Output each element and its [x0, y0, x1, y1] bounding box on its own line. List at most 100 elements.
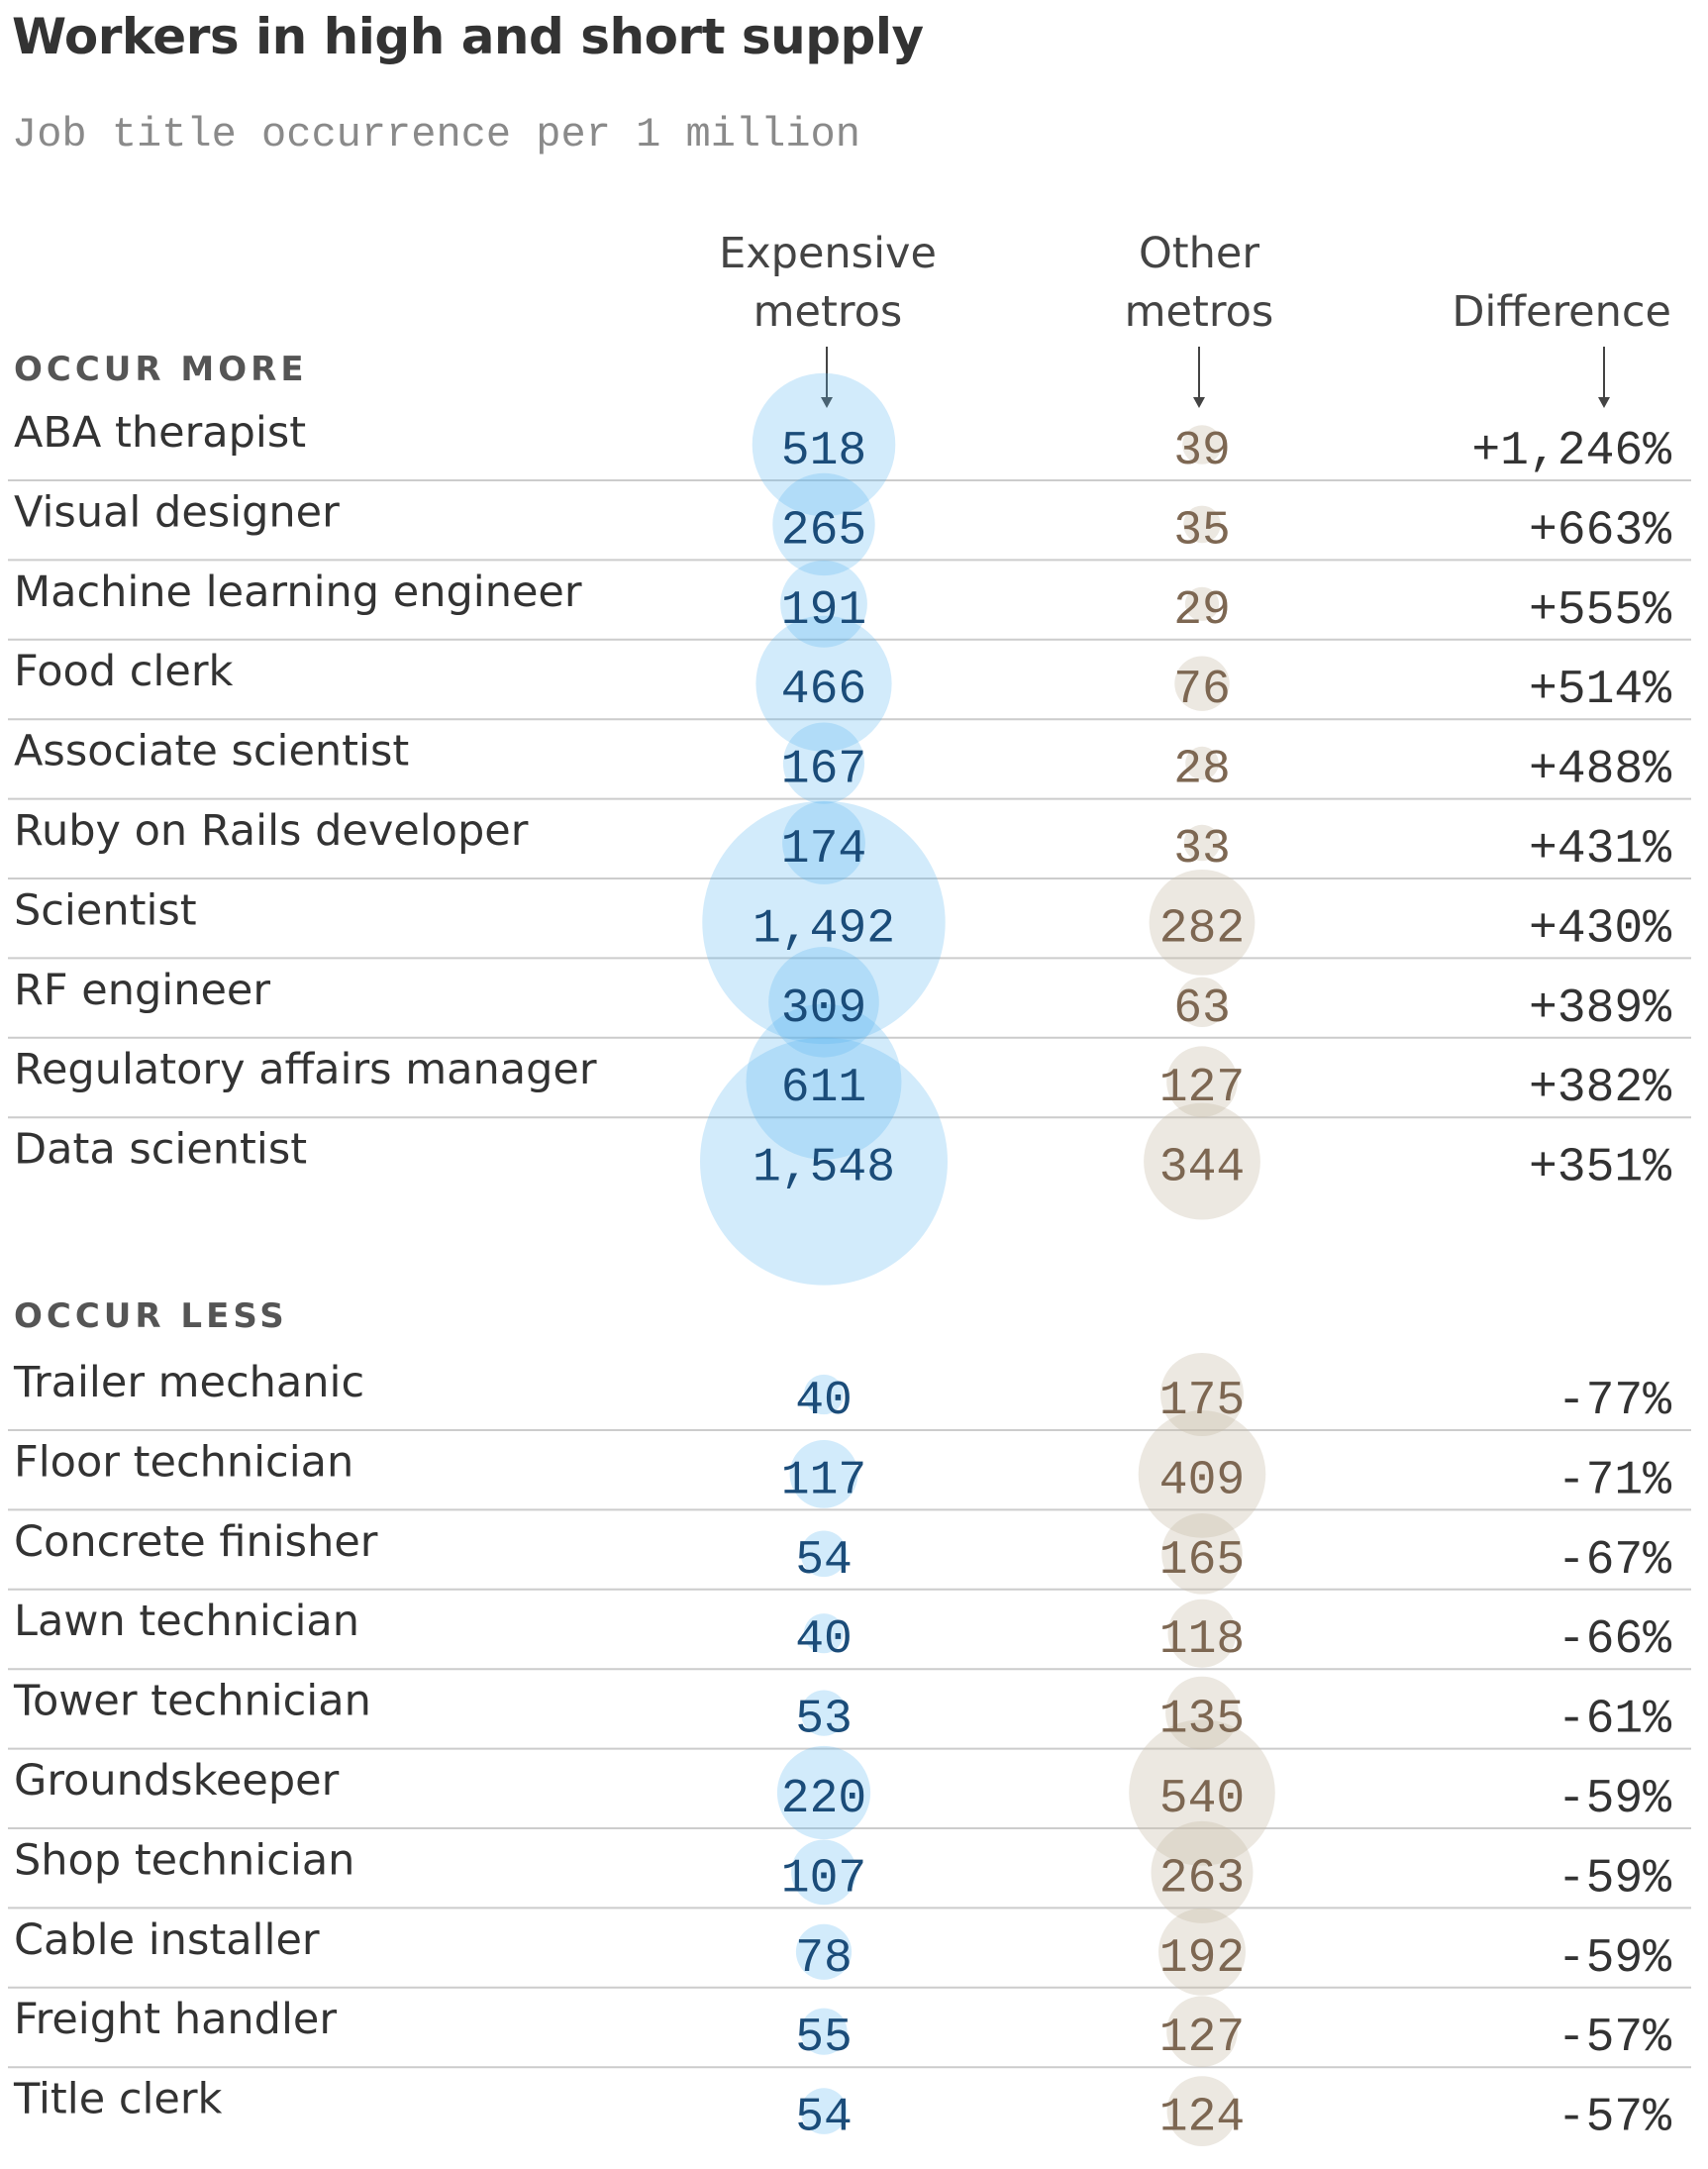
value-expensive: 78	[795, 1932, 853, 1986]
bubble-expensive	[768, 947, 879, 1058]
bubble-expensive	[800, 2088, 848, 2134]
value-expensive: 40	[795, 1375, 853, 1428]
value-other: 127	[1159, 2012, 1245, 2065]
value-difference: +430%	[1529, 902, 1671, 956]
bubble-expensive	[752, 372, 896, 517]
row-label: Associate scientist	[14, 727, 409, 776]
value-other: 118	[1159, 1613, 1245, 1667]
bubble-layer	[700, 372, 1275, 2147]
value-other: 127	[1159, 1062, 1245, 1115]
value-difference: +351%	[1529, 1142, 1671, 1195]
value-expensive: 174	[781, 823, 866, 877]
label-layer: OCCUR MORE ABA therapist 518 39 +1,246% Visua…	[13, 350, 1671, 2145]
row-label: Food clerk	[14, 647, 234, 696]
value-difference: -67%	[1557, 1534, 1671, 1588]
value-other: 282	[1159, 902, 1245, 956]
section-label: OCCUR MORE	[14, 350, 308, 389]
value-expensive: 611	[781, 1062, 866, 1115]
bubble-other	[1185, 746, 1219, 780]
bubble-other	[1129, 1719, 1275, 1866]
bubble-other	[1160, 1353, 1244, 1436]
value-other: 63	[1173, 982, 1231, 1036]
row-label: Floor technician	[14, 1437, 353, 1487]
value-difference: -66%	[1557, 1613, 1671, 1667]
value-difference: -57%	[1557, 2092, 1671, 2145]
bubble-other	[1149, 870, 1256, 976]
chart-subtitle: Job title occurrence per 1 million	[12, 111, 860, 158]
row-label: Machine learning engineer	[14, 568, 582, 617]
bubble-other	[1176, 977, 1228, 1027]
row-label: Title clerk	[13, 2075, 223, 2124]
value-expensive: 1,548	[753, 1142, 895, 1195]
value-other: 409	[1159, 1454, 1245, 1507]
bubble-expensive	[782, 722, 865, 804]
arrow-down-icon	[1598, 347, 1610, 408]
bubble-other	[1166, 2076, 1238, 2147]
row-label: Scientist	[14, 885, 197, 935]
row-label: Regulatory affairs manager	[14, 1045, 597, 1094]
value-difference: +1,246%	[1471, 425, 1671, 478]
value-expensive: 117	[781, 1454, 866, 1507]
bubble-expensive	[795, 1923, 853, 1980]
bubble-other	[1161, 1513, 1243, 1595]
value-difference: +431%	[1529, 823, 1671, 877]
value-difference: +389%	[1529, 982, 1671, 1036]
value-expensive: 54	[795, 1534, 853, 1588]
row-label: Trailer mechanic	[13, 1358, 364, 1407]
bubble-expensive	[791, 1839, 856, 1906]
row-label: Concrete finisher	[14, 1517, 378, 1567]
bubble-expensive	[782, 801, 865, 884]
value-expensive: 55	[795, 2012, 853, 2065]
value-expensive: 309	[781, 982, 866, 1036]
value-other: 29	[1173, 584, 1231, 638]
bubble-other	[1166, 1996, 1238, 2067]
column-headers: Expensive metros Other metros Difference	[719, 229, 1671, 408]
value-expensive: 466	[781, 664, 866, 717]
row-label: Data scientist	[14, 1125, 307, 1175]
bubble-expensive	[780, 560, 867, 648]
value-difference: -71%	[1557, 1454, 1671, 1507]
value-difference: -77%	[1557, 1375, 1671, 1428]
bubble-expensive	[800, 2008, 848, 2055]
bubble-expensive	[772, 472, 875, 576]
header-difference: Difference	[1452, 287, 1671, 337]
arrow-down-icon	[821, 347, 833, 408]
value-other: 165	[1159, 1534, 1245, 1588]
value-other: 175	[1159, 1375, 1245, 1428]
value-other: 28	[1173, 744, 1231, 797]
row-label: Ruby on Rails developer	[14, 806, 529, 856]
value-other: 540	[1159, 1773, 1245, 1826]
row-dividers	[8, 479, 1691, 2069]
bubble-other	[1182, 425, 1222, 465]
row-label: Lawn technician	[14, 1597, 359, 1646]
value-expensive: 54	[795, 2092, 853, 2145]
row-label: Cable installer	[14, 1915, 320, 1965]
value-other: 124	[1159, 2092, 1245, 2145]
value-expensive: 220	[781, 1773, 866, 1826]
value-difference: -59%	[1557, 1852, 1671, 1906]
arrow-down-icon	[1193, 347, 1205, 408]
value-expensive: 167	[781, 744, 866, 797]
value-other: 344	[1159, 1142, 1245, 1195]
row-label: Groundskeeper	[14, 1756, 340, 1806]
value-difference: +514%	[1529, 664, 1671, 717]
value-expensive: 518	[781, 425, 866, 478]
value-other: 33	[1173, 823, 1231, 877]
value-expensive: 53	[795, 1694, 853, 1747]
bubble-expensive	[746, 1003, 902, 1160]
bubble-expensive	[702, 800, 946, 1045]
value-other: 135	[1159, 1694, 1245, 1747]
value-difference: -59%	[1557, 1932, 1671, 1986]
bubble-other	[1144, 1102, 1260, 1220]
value-expensive: 265	[781, 504, 866, 558]
value-other: 76	[1173, 664, 1231, 717]
bubble-expensive	[800, 1530, 848, 1578]
bubble-other	[1158, 1908, 1246, 1996]
value-other: 263	[1159, 1852, 1245, 1906]
bubble-expensive	[803, 1613, 845, 1654]
row-label: Visual designer	[14, 487, 340, 537]
bubble-other	[1183, 824, 1221, 862]
bubble-expensive	[789, 1440, 858, 1508]
value-other: 39	[1173, 425, 1231, 478]
